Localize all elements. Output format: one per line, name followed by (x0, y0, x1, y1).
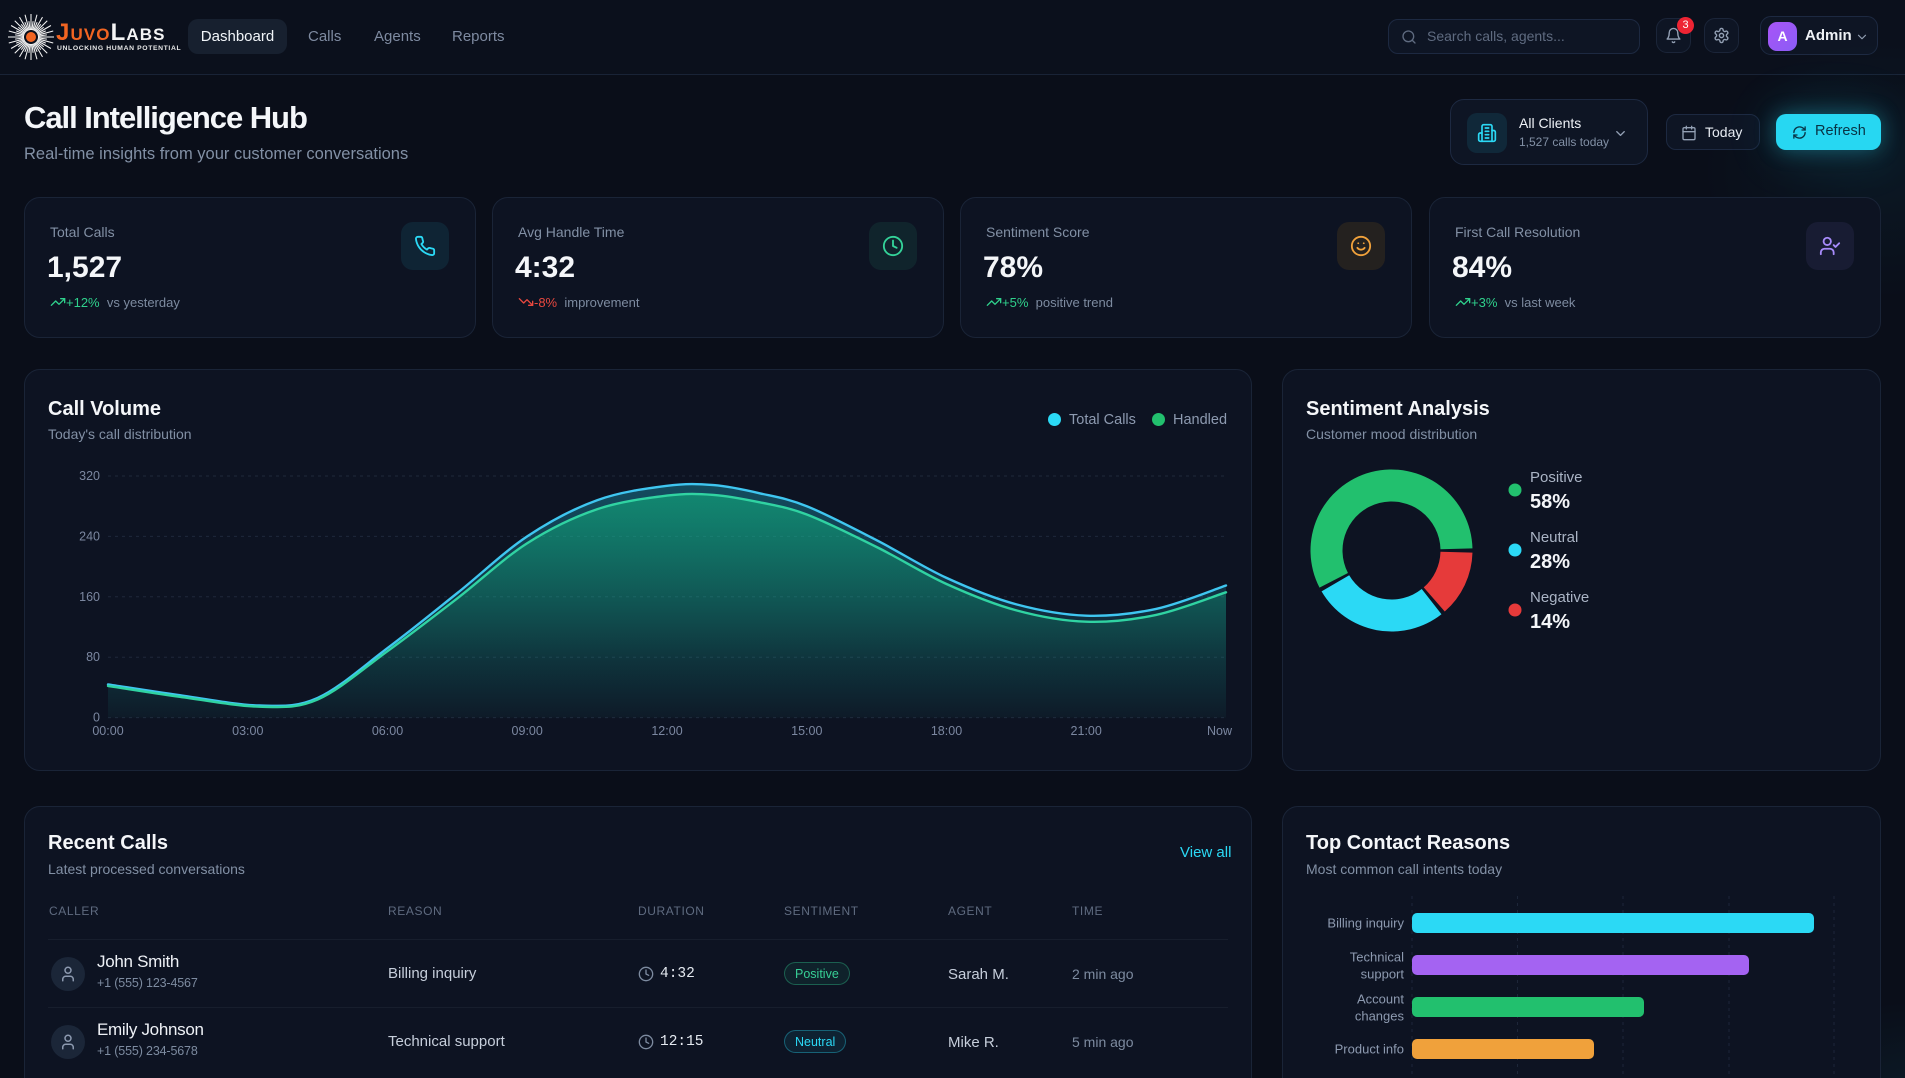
svg-text:Billing inquiry: Billing inquiry (1327, 916, 1404, 931)
svg-text:160: 160 (79, 590, 100, 604)
svg-text:0: 0 (93, 711, 100, 725)
svg-text:240: 240 (79, 529, 100, 543)
svg-text:00:00: 00:00 (92, 724, 123, 738)
svg-text:Positive: Positive (1530, 469, 1583, 486)
svg-text:80: 80 (86, 650, 100, 664)
svg-text:06:00: 06:00 (372, 724, 403, 738)
svg-text:18:00: 18:00 (931, 724, 962, 738)
svg-text:Now: Now (1207, 724, 1233, 738)
svg-text:14%: 14% (1530, 611, 1570, 633)
svg-text:28%: 28% (1530, 551, 1570, 573)
svg-text:12:00: 12:00 (651, 724, 682, 738)
svg-text:Technical: Technical (1350, 950, 1404, 965)
svg-text:09:00: 09:00 (512, 724, 543, 738)
svg-text:15:00: 15:00 (791, 724, 822, 738)
svg-text:Account: Account (1357, 992, 1404, 1007)
svg-text:Negative: Negative (1530, 589, 1589, 606)
svg-text:Product info: Product info (1335, 1042, 1404, 1057)
svg-text:changes: changes (1355, 1009, 1405, 1024)
svg-text:support: support (1361, 967, 1405, 982)
svg-text:03:00: 03:00 (232, 724, 263, 738)
svg-text:Neutral: Neutral (1530, 529, 1578, 546)
svg-text:320: 320 (79, 469, 100, 483)
svg-text:21:00: 21:00 (1071, 724, 1102, 738)
svg-text:58%: 58% (1530, 491, 1570, 513)
